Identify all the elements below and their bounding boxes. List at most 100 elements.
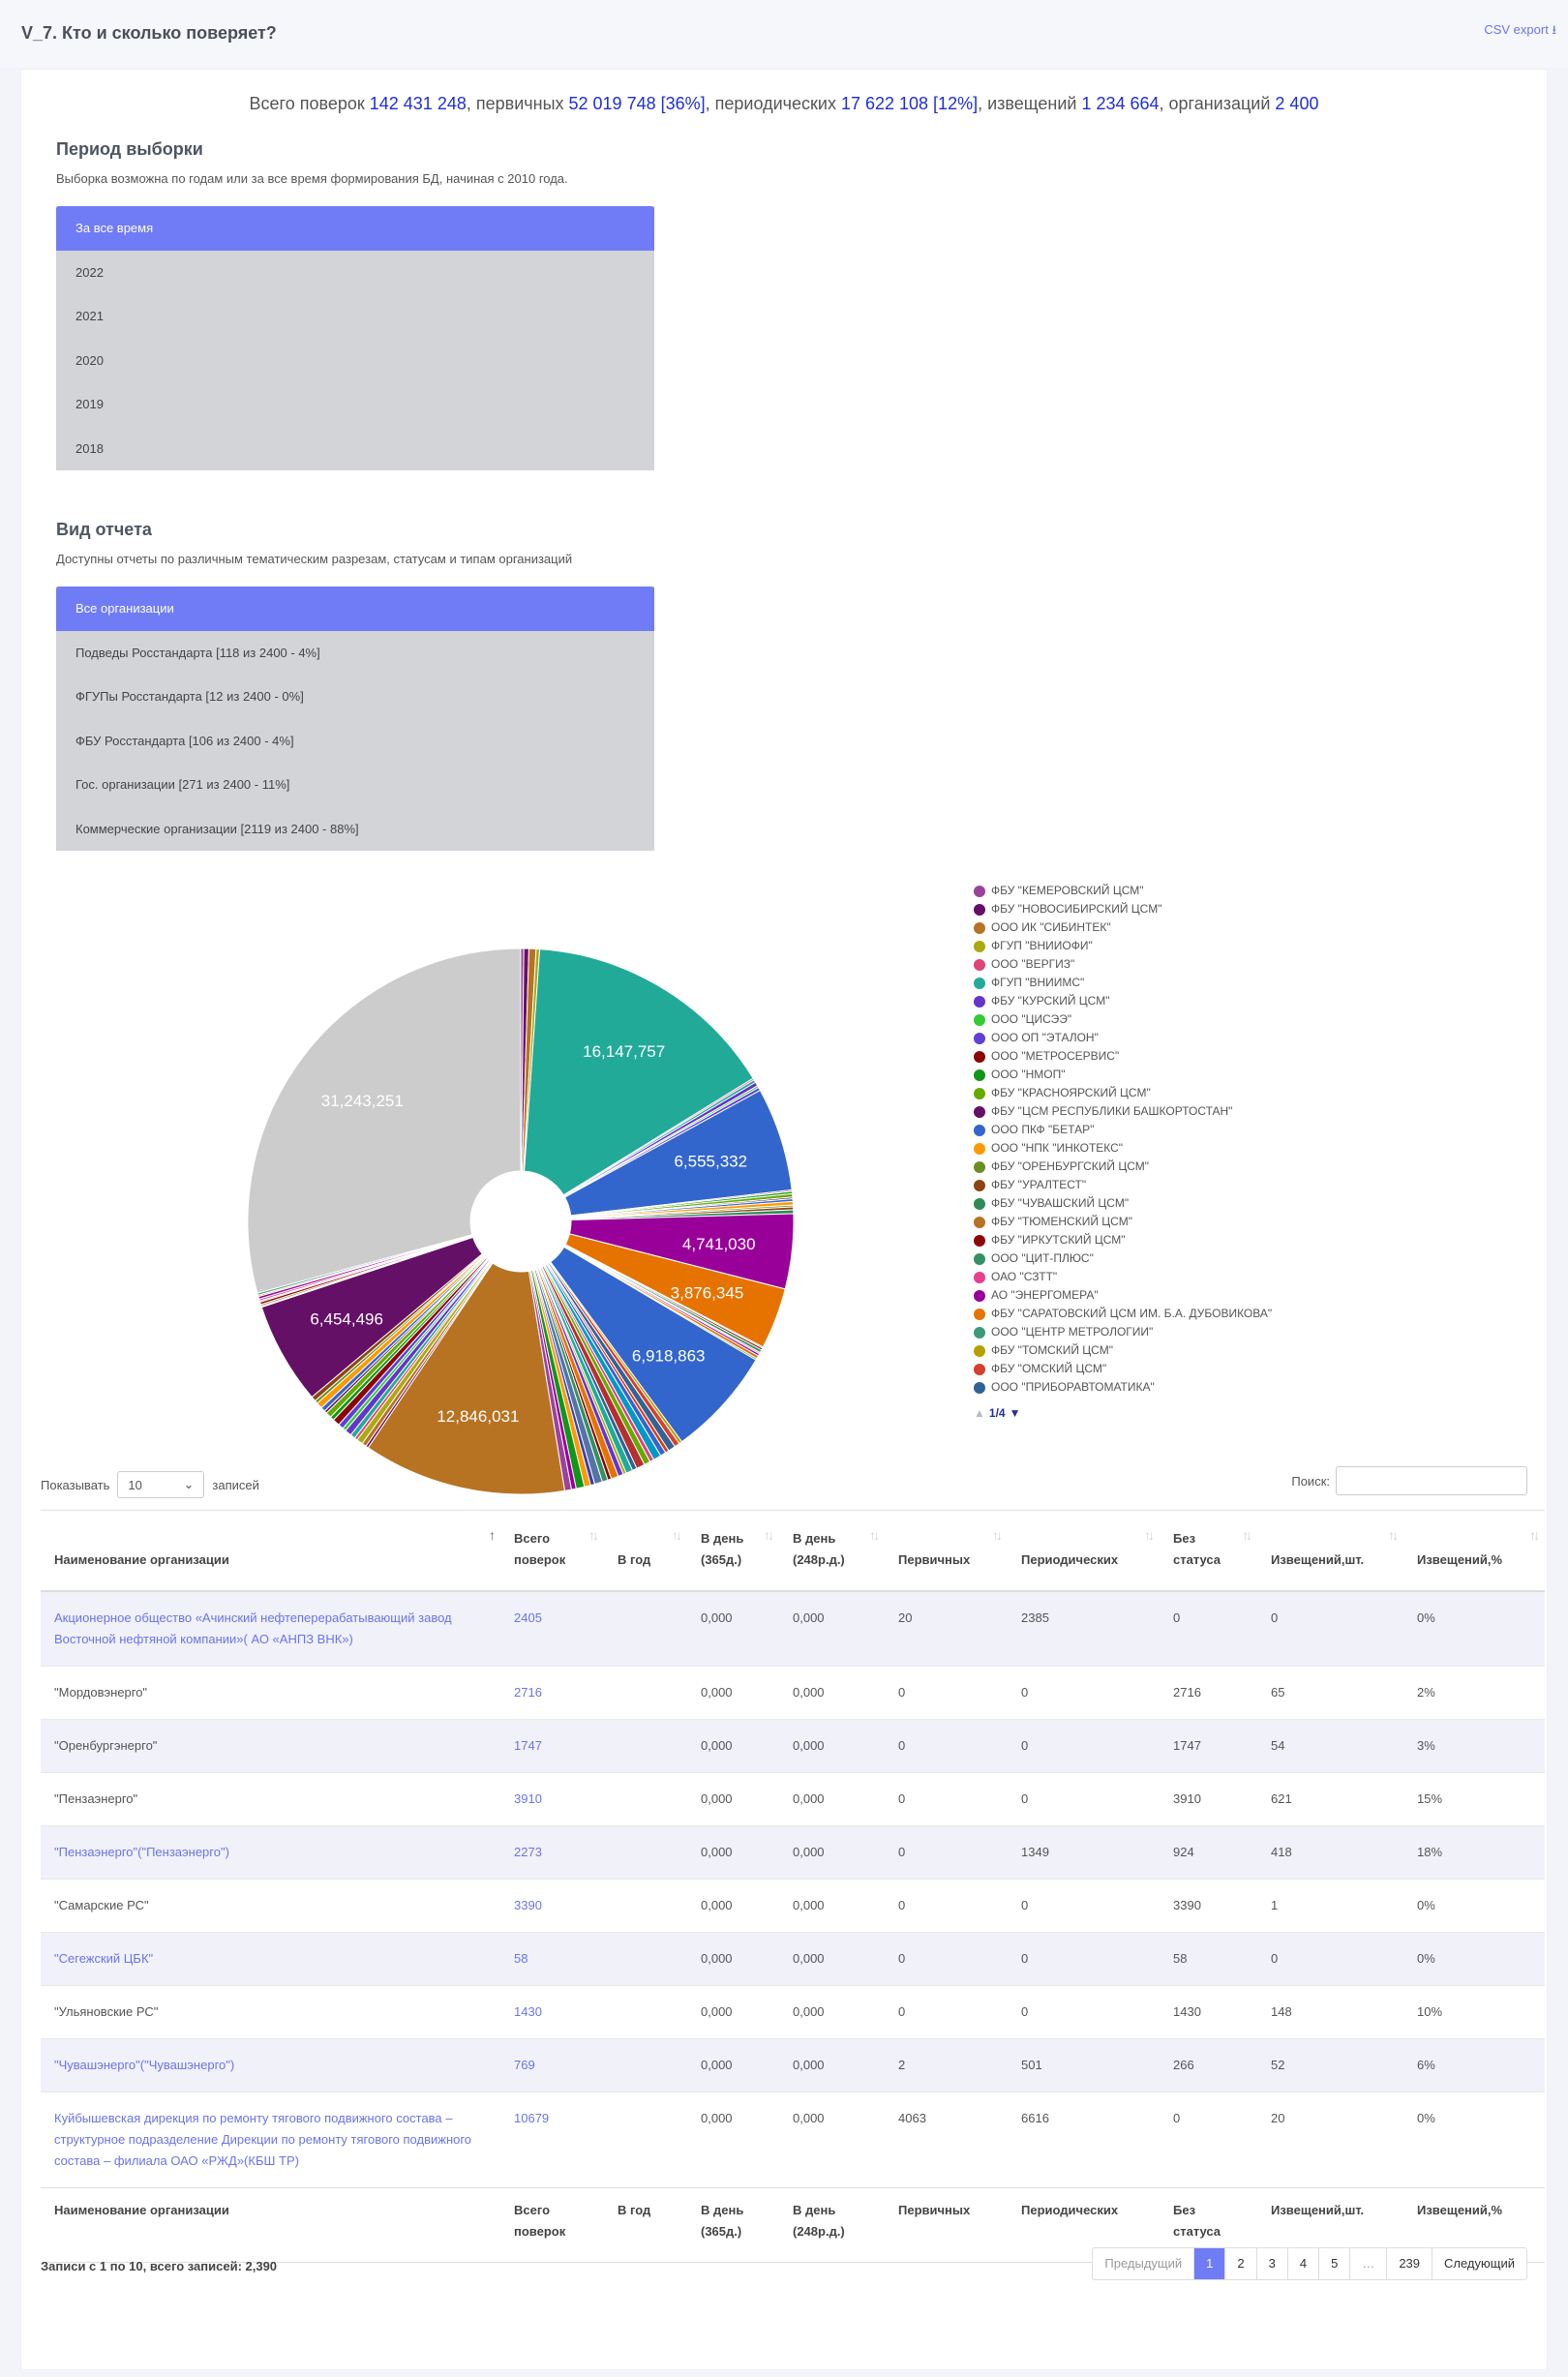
legend-color-dot <box>974 1216 985 1228</box>
legend-label[interactable]: ФБУ "ЧУВАШСКИЙ ЦСМ" <box>991 1196 1130 1210</box>
legend-color-dot <box>974 1160 985 1173</box>
legend-label[interactable]: ФБУ "НОВОСИБИРСКИЙ ЦСМ" <box>991 902 1162 916</box>
legend-item[interactable]: ФБУ "НОВОСИБИРСКИЙ ЦСМ" <box>974 900 1516 918</box>
legend-label[interactable]: ООО "НМОП" <box>991 1068 1066 1081</box>
legend-item[interactable]: ФБУ "УРАЛТЕСТ" <box>974 1176 1516 1194</box>
legend-item[interactable]: ФБУ "ТОМСКИЙ ЦСМ" <box>974 1341 1516 1360</box>
legend-color-dot <box>974 1124 985 1136</box>
legend-label[interactable]: ФБУ "ОРЕНБУРГСКИЙ ЦСМ" <box>991 1159 1150 1173</box>
legend-label[interactable]: ООО "МЕТРОСЕРВИС" <box>991 1049 1120 1063</box>
legend-label[interactable]: ООО "ПРИБОРАВТОМАТИКА" <box>991 1380 1155 1394</box>
report-item-commercial-orgs[interactable]: Коммерческие организации [2119 из 2400 -… <box>75 821 359 836</box>
legend-label[interactable]: ООО ОП "ЭТАЛОН" <box>991 1031 1099 1044</box>
period-item-2018[interactable]: 2018 <box>75 440 104 456</box>
legend-label[interactable]: ФБУ "КЕМЕРОВСКИЙ ЦСМ" <box>991 884 1144 897</box>
legend-color-dot <box>974 1197 985 1210</box>
legend-label[interactable]: ООО "НПК "ИНКОТЕКС" <box>991 1141 1124 1155</box>
legend-label[interactable]: ФБУ "ТЮМЕНСКИЙ ЦСМ" <box>991 1215 1132 1228</box>
legend-item[interactable]: ФБУ "ЦСМ РЕСПУБЛИКИ БАШКОРТОСТАН" <box>974 1102 1516 1121</box>
legend-label[interactable]: ФГУП "ВНИИМС" <box>991 976 1085 989</box>
legend-item[interactable]: ООО "ЦИСЭЭ" <box>974 1010 1516 1029</box>
legend-item[interactable]: ФБУ "КРАСНОЯРСКИЙ ЦСМ" <box>974 1084 1516 1102</box>
legend-color-dot <box>974 958 985 971</box>
legend-label[interactable]: ФБУ "КУРСКИЙ ЦСМ" <box>991 994 1110 1008</box>
pie-data-label: 6,454,496 <box>310 1309 383 1328</box>
legend-label[interactable]: ФБУ "КРАСНОЯРСКИЙ ЦСМ" <box>991 1086 1151 1099</box>
legend-label[interactable]: ФБУ "ОМСКИЙ ЦСМ" <box>991 1362 1107 1375</box>
legend-item[interactable]: ООО "ВЕРГИЗ" <box>974 955 1516 974</box>
report-item-gov-orgs[interactable]: Гос. организации [271 из 2400 - 11%] <box>75 777 290 792</box>
legend-label[interactable]: ФБУ "САРАТОВСКИЙ ЦСМ ИМ. Б.А. ДУБОВИКОВА… <box>991 1307 1273 1320</box>
pagination-page-button[interactable]: 2 <box>1224 2248 1255 2279</box>
legend-item[interactable]: ООО "ЦИТ-ПЛЮС" <box>974 1249 1516 1268</box>
period-item-2020[interactable]: 2020 <box>75 352 104 368</box>
legend-next-icon[interactable]: ▼ <box>1009 1406 1021 1420</box>
pagination-next-button[interactable]: Следующий <box>1432 2248 1526 2279</box>
legend-item[interactable]: ООО "НМОП" <box>974 1066 1516 1084</box>
legend-label[interactable]: ФБУ "ИРКУТСКИЙ ЦСМ" <box>991 1233 1126 1247</box>
legend-label[interactable]: ООО ПКФ "БЕТАР" <box>991 1123 1095 1136</box>
pie-data-label: 16,147,757 <box>583 1042 665 1061</box>
legend-item[interactable]: ФБУ "КУРСКИЙ ЦСМ" <box>974 992 1516 1010</box>
download-icon[interactable]: ⭳ <box>1552 22 1556 37</box>
legend-item[interactable]: ФБУ "ОМСКИЙ ЦСМ" <box>974 1360 1516 1378</box>
legend-item[interactable]: ООО "МЕТРОСЕРВИС" <box>974 1047 1516 1066</box>
legend-label[interactable]: ОАО "СЗТТ" <box>991 1270 1058 1283</box>
legend-color-dot <box>974 995 985 1008</box>
legend-item[interactable]: ФГУП "ВНИИМС" <box>974 974 1516 992</box>
csv-export-button[interactable]: CSV export ⭳ <box>1484 21 1556 43</box>
legend-label[interactable]: ФГУП "ВНИИОФИ" <box>991 939 1093 952</box>
legend-item[interactable]: ООО "ПРИБОРАВТОМАТИКА" <box>974 1378 1516 1397</box>
legend-label[interactable]: ФБУ "УРАЛТЕСТ" <box>991 1178 1087 1191</box>
legend-item[interactable]: ФБУ "ЧУВАШСКИЙ ЦСМ" <box>974 1194 1516 1213</box>
legend-prev-icon[interactable]: ▲ <box>974 1406 985 1420</box>
legend-item[interactable]: АО "ЭНЕРГОМЕРА" <box>974 1286 1516 1305</box>
legend-item[interactable]: ООО "ЦЕНТР МЕТРОЛОГИИ" <box>974 1323 1516 1341</box>
legend-label[interactable]: ООО "ВЕРГИЗ" <box>991 957 1075 971</box>
legend-label[interactable]: ООО "ЦИТ-ПЛЮС" <box>991 1251 1094 1265</box>
legend-item[interactable]: ФБУ "ТЮМЕНСКИЙ ЦСМ" <box>974 1213 1516 1231</box>
period-item-2019[interactable]: 2019 <box>75 397 104 411</box>
legend-item[interactable]: ФГУП "ВНИИОФИ" <box>974 937 1516 955</box>
legend-label[interactable]: ООО ИК "СИБИНТЕК" <box>991 920 1111 934</box>
pagination-prev-button[interactable]: Предыдущий <box>1104 2256 1183 2271</box>
period-item-2021[interactable]: 2021 <box>75 309 104 323</box>
legend-label[interactable]: ФБУ "ТОМСКИЙ ЦСМ" <box>991 1343 1113 1357</box>
legend-item[interactable]: ФБУ "КЕМЕРОВСКИЙ ЦСМ" <box>974 882 1516 900</box>
pie-slice-labeled[interactable] <box>549 1246 757 1443</box>
pagination-page-button[interactable]: 3 <box>1255 2248 1287 2279</box>
legend-color-dot <box>974 1179 985 1191</box>
report-item-rosstandart-subs[interactable]: Подведы Росстандарта [118 из 2400 - 4%] <box>75 645 320 660</box>
pie-slice-labeled[interactable] <box>367 1262 566 1495</box>
pagination-page-button[interactable]: 4 <box>1286 2248 1318 2279</box>
legend-item[interactable]: ООО ОП "ЭТАЛОН" <box>974 1029 1516 1047</box>
pagination-page-button[interactable]: 1 <box>1193 2248 1225 2279</box>
pie-slice-labeled[interactable] <box>524 948 754 1196</box>
legend-color-dot <box>974 1271 985 1283</box>
legend-label[interactable]: ООО "ЦИСЭЭ" <box>991 1012 1072 1026</box>
legend-color-dot <box>974 1105 985 1118</box>
report-item-all-orgs[interactable]: Все организации <box>56 587 654 631</box>
pagination-page-button[interactable]: 239 <box>1386 2248 1432 2279</box>
report-item-fbu[interactable]: ФБУ Росстандарта [106 из 2400 - 4%] <box>75 733 294 748</box>
report-item-fgup[interactable]: ФГУПы Росстандарта [12 из 2400 - 0%] <box>75 689 304 704</box>
period-item-all-time[interactable]: За все время <box>56 206 654 251</box>
legend-item[interactable]: ФБУ "ИРКУТСКИЙ ЦСМ" <box>974 1231 1516 1249</box>
summary-notices-value: 1 234 664 <box>1081 94 1160 113</box>
legend-item[interactable]: ОАО "СЗТТ" <box>974 1268 1516 1286</box>
csv-export-label[interactable]: CSV export <box>1484 22 1549 37</box>
chart-legend: ФБУ "КЕМЕРОВСКИЙ ЦСМ" ФБУ "НОВОСИБИРСКИЙ … <box>974 882 1516 1397</box>
period-item-2022[interactable]: 2022 <box>75 264 104 280</box>
legend-label[interactable]: АО "ЭНЕРГОМЕРА" <box>991 1288 1099 1302</box>
legend-label[interactable]: ФБУ "ЦСМ РЕСПУБЛИКИ БАШКОРТОСТАН" <box>991 1104 1233 1118</box>
pagination-page-button[interactable]: 5 <box>1318 2248 1349 2279</box>
legend-item[interactable]: ООО ПКФ "БЕТАР" <box>974 1121 1516 1139</box>
legend-item[interactable]: ФБУ "ОРЕНБУРГСКИЙ ЦСМ" <box>974 1158 1516 1176</box>
legend-item[interactable]: ООО ИК "СИБИНТЕК" <box>974 918 1516 937</box>
pie-chart[interactable]: 16,147,757 6,555,332 4,741,030 3,876,345 6,9… <box>230 931 811 1512</box>
legend-label[interactable]: ООО "ЦЕНТР МЕТРОЛОГИИ" <box>991 1325 1154 1339</box>
legend-item[interactable]: ФБУ "САРАТОВСКИЙ ЦСМ ИМ. Б.А. ДУБОВИКОВА… <box>974 1305 1516 1323</box>
pie-slice-labeled[interactable] <box>247 948 522 1294</box>
report-menu: Все организации Подведы Росстандарта [11… <box>56 587 654 851</box>
legend-item[interactable]: ООО "НПК "ИНКОТЕКС" <box>974 1139 1516 1158</box>
